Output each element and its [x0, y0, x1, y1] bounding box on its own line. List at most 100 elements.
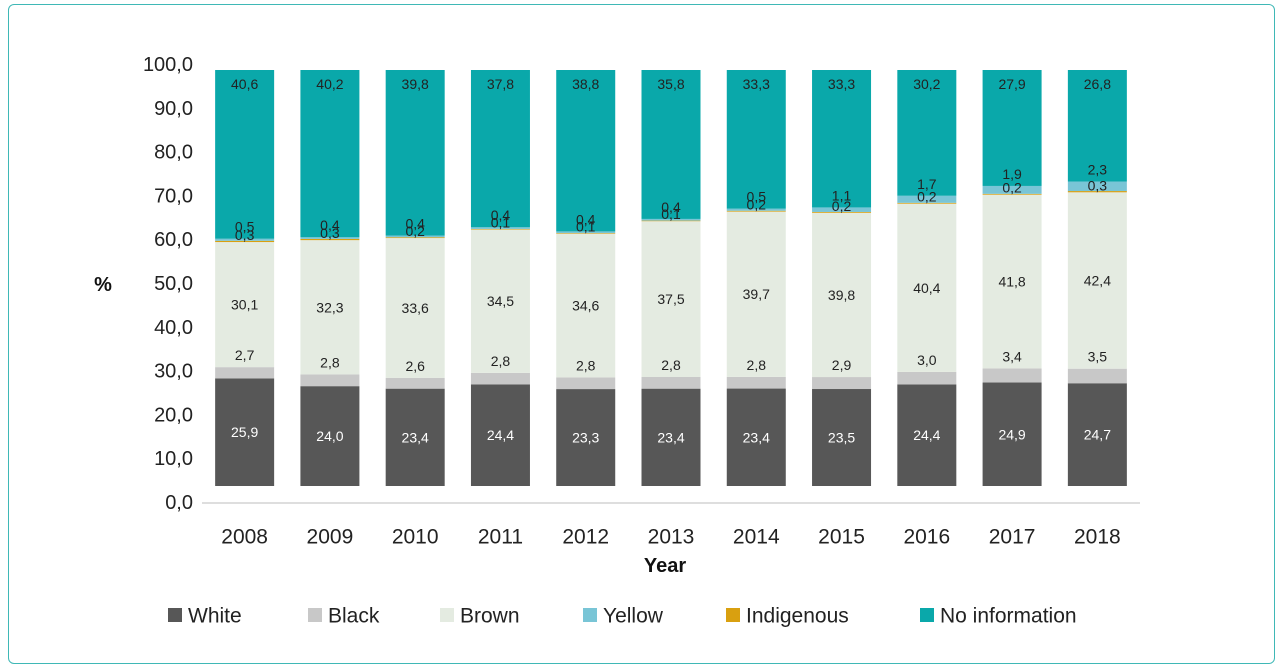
- bar-segment: [470, 384, 530, 486]
- data-label: 0,4: [576, 211, 596, 227]
- bar-segment: [385, 237, 445, 239]
- data-label: 37,5: [657, 291, 684, 307]
- data-label: 0,3: [1088, 177, 1108, 193]
- legend-item: No information: [920, 605, 1077, 628]
- bar-segment: [897, 371, 957, 385]
- data-label: 30,1: [231, 297, 258, 313]
- bar-stack: 23,3 2,8 34,6 0,10,4 38,8: [556, 70, 616, 486]
- x-tick-label: 2010: [392, 526, 439, 549]
- x-axis-ticks: 2008 2009 2010 2011 2012 2013 2014 2015 2016 2017…: [221, 526, 1120, 549]
- y-tick-label: 60,0: [154, 229, 193, 251]
- x-tick-label: 2018: [1074, 526, 1121, 549]
- bar-stack: 24,9 3,4 41,8 0,21,9 27,9: [982, 70, 1042, 486]
- bar-stack: 24,4 2,8 34,5 0,10,4 37,8: [470, 70, 530, 486]
- bar-segment: [641, 377, 701, 389]
- y-tick-label: 100,0: [143, 54, 193, 76]
- data-label: 37,8: [487, 76, 514, 92]
- bar-segment: [215, 238, 275, 241]
- legend-swatch: [583, 608, 597, 622]
- bar-segment: [385, 70, 445, 236]
- bar-segment: [300, 374, 360, 387]
- data-label: 23,4: [657, 429, 684, 445]
- bar-segment: [641, 221, 701, 378]
- data-label: 40,6: [231, 76, 258, 92]
- data-label: 2,8: [661, 357, 681, 373]
- bar-segment: [470, 70, 530, 228]
- data-label: 23,4: [743, 429, 770, 445]
- bar-segment: [982, 70, 1042, 186]
- bar-segment: [897, 70, 957, 196]
- legend-label: Brown: [460, 605, 520, 628]
- data-label: 24,7: [1084, 427, 1111, 443]
- bar-segment: [556, 231, 616, 234]
- data-label: 2,8: [747, 357, 767, 373]
- bar-segment: [641, 218, 701, 221]
- x-tick-label: 2017: [989, 526, 1036, 549]
- data-label: 2,8: [576, 357, 596, 373]
- data-label: 40,4: [913, 280, 940, 296]
- data-label: 0,4: [491, 207, 511, 223]
- x-tick-label: 2011: [478, 526, 523, 549]
- y-tick-label: 80,0: [154, 142, 193, 164]
- bar-segment: [726, 211, 786, 377]
- data-label: 41,8: [998, 274, 1025, 290]
- data-label: 24,4: [487, 427, 514, 443]
- data-label: 39,7: [743, 286, 770, 302]
- data-label: 0,2: [747, 197, 767, 213]
- data-label: 2,7: [235, 347, 255, 363]
- bar-segment: [470, 229, 530, 373]
- y-tick-label: 90,0: [154, 98, 193, 120]
- bar-segment: [300, 237, 360, 239]
- data-label: 25,9: [231, 424, 258, 440]
- data-label: 1,1: [832, 187, 852, 203]
- data-label: 0,2: [832, 198, 852, 214]
- bar-segment: [215, 367, 275, 379]
- bar-segment: [812, 211, 872, 213]
- data-label: 33,3: [828, 76, 855, 92]
- bar-stack: 23,5 2,9 39,8 0,21,1 33,3: [812, 70, 872, 486]
- data-label: 0,4: [661, 199, 681, 215]
- bar-stack: 23,4 2,6 33,6 0,20,4 39,8: [385, 70, 445, 486]
- bar-segment: [300, 386, 360, 486]
- bar-segment: [726, 376, 786, 389]
- legend: White Black Brown Yellow Indigenous No inform…: [168, 605, 1077, 628]
- bar-stack: 23,4 2,8 39,7 0,20,5 33,3: [726, 70, 786, 486]
- bar-segment: [385, 377, 445, 389]
- data-label: 0,2: [405, 223, 425, 239]
- bar-stack: 24,0 2,8 32,3 0,30,4 40,2: [300, 70, 360, 486]
- data-label: 2,8: [320, 355, 340, 371]
- legend-swatch: [308, 608, 322, 622]
- x-tick-label: 2008: [221, 526, 268, 549]
- bar-segment: [300, 238, 360, 241]
- legend-label: No information: [940, 605, 1077, 628]
- bar-segment: [470, 227, 530, 229]
- bar-segment: [982, 382, 1042, 486]
- bar-segment: [556, 389, 616, 486]
- data-label: 34,6: [572, 297, 599, 313]
- bar-segment: [982, 194, 1042, 369]
- bar-segment: [726, 210, 786, 212]
- data-label: 32,3: [316, 299, 343, 315]
- bar-segment: [215, 378, 275, 486]
- x-tick-label: 2013: [648, 526, 695, 549]
- data-label: 0,5: [747, 189, 767, 205]
- data-label: 33,3: [743, 76, 770, 92]
- x-tick-label: 2016: [903, 526, 950, 549]
- data-label: 0,5: [235, 219, 255, 235]
- data-label: 42,4: [1084, 272, 1111, 288]
- y-tick-label: 20,0: [154, 404, 193, 426]
- bar-segment: [300, 240, 360, 375]
- data-label: 0,1: [491, 214, 511, 230]
- data-label: 24,9: [998, 426, 1025, 442]
- legend-label: White: [188, 605, 242, 628]
- data-label: 3,0: [917, 352, 937, 368]
- x-tick-label: 2014: [733, 526, 780, 549]
- bar-segment: [897, 202, 957, 204]
- bar-stack: 24,7 3,5 42,4 0,32,3 26,8: [1067, 70, 1127, 486]
- y-tick-label: 0,0: [165, 492, 193, 514]
- bar-segment: [470, 372, 530, 385]
- bar-segment: [897, 195, 957, 203]
- bar-segment: [1067, 383, 1127, 486]
- data-label: 0,3: [235, 227, 255, 243]
- bar-segment: [470, 228, 530, 230]
